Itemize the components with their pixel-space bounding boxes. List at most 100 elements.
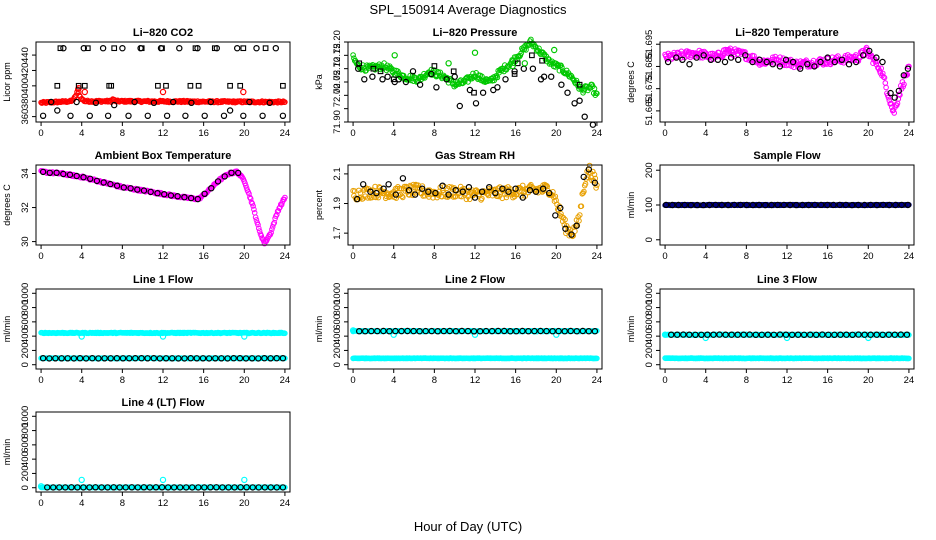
data-point xyxy=(513,328,520,335)
data-point xyxy=(230,355,237,362)
data-point xyxy=(728,331,735,338)
data-point xyxy=(855,201,862,209)
data-point xyxy=(70,355,78,362)
data-point xyxy=(734,331,741,338)
y-axis-label: percent xyxy=(314,189,324,220)
data-point xyxy=(56,484,63,491)
x-axis: 0 4 8 12 16 20 24 xyxy=(38,122,290,139)
data-point xyxy=(125,112,132,120)
data-point xyxy=(594,355,600,362)
data-point xyxy=(510,191,517,197)
data-point xyxy=(432,189,439,197)
data-point xyxy=(550,189,556,195)
data-point xyxy=(479,195,485,202)
y-tick-label: 0 xyxy=(20,485,31,490)
data-point xyxy=(507,328,514,335)
plot-frame xyxy=(35,41,291,123)
data-point xyxy=(471,331,479,338)
data-point xyxy=(46,355,53,362)
data-point xyxy=(459,188,466,195)
data-point xyxy=(464,327,472,335)
y-tick-label: 400 xyxy=(332,328,343,344)
data-point xyxy=(226,107,234,114)
data-point xyxy=(192,45,199,52)
data-point xyxy=(786,201,794,209)
data-point xyxy=(860,52,867,59)
data-point xyxy=(53,169,60,176)
data-point xyxy=(529,52,535,59)
data-point xyxy=(486,183,493,191)
data-point xyxy=(282,194,288,201)
data-point xyxy=(60,170,67,178)
y-tick-label: 0 xyxy=(644,362,655,367)
y-tick-label: 0 xyxy=(20,362,31,367)
data-point xyxy=(68,484,75,491)
data-point xyxy=(471,49,479,56)
x-tick-label: 12 xyxy=(158,128,169,139)
data-point xyxy=(700,201,707,209)
data-point xyxy=(256,228,263,234)
data-point xyxy=(576,218,582,224)
data-point xyxy=(674,331,681,338)
data-point xyxy=(241,333,248,340)
data-point xyxy=(66,171,74,178)
series-avg xyxy=(668,331,911,338)
data-point xyxy=(579,327,587,335)
y-tick-label: 51.695 xyxy=(644,30,655,59)
data-point xyxy=(282,99,288,105)
data-point xyxy=(557,204,564,212)
data-point xyxy=(279,484,287,491)
series-avg xyxy=(44,484,287,491)
data-point xyxy=(434,328,441,335)
data-point xyxy=(147,188,154,196)
data-point xyxy=(756,56,763,64)
x-tick-label: 0 xyxy=(350,251,355,262)
data-point xyxy=(175,355,182,362)
data-point xyxy=(268,229,274,236)
data-point xyxy=(409,68,417,75)
data-point xyxy=(425,188,432,195)
y-tick-label: 200 xyxy=(644,162,655,178)
data-point xyxy=(390,331,397,338)
data-point xyxy=(805,201,812,209)
data-point xyxy=(428,70,435,78)
data-point xyxy=(237,82,244,89)
data-point xyxy=(122,484,129,491)
x-axis: 0 4 8 12 16 20 24 xyxy=(38,492,290,509)
data-point xyxy=(80,484,87,491)
data-point xyxy=(679,56,686,64)
data-point xyxy=(410,327,417,335)
panel-title: Li−820 Pressure xyxy=(433,27,518,39)
data-point xyxy=(887,89,894,97)
series-minute xyxy=(75,84,247,96)
data-point xyxy=(450,68,457,75)
data-point xyxy=(824,201,831,209)
y-tick-label: 400 xyxy=(644,328,655,344)
y-tick-label: 30 xyxy=(20,236,31,247)
data-point xyxy=(162,355,170,362)
data-point xyxy=(568,231,575,238)
data-point xyxy=(104,112,112,120)
data-point xyxy=(163,112,171,120)
data-point xyxy=(577,212,583,218)
data-point xyxy=(488,327,496,335)
x-tick-label: 0 xyxy=(350,375,355,386)
y-tick-label: 200 xyxy=(20,342,31,358)
data-point xyxy=(150,355,157,362)
x-axis: 0 4 8 12 16 20 24 xyxy=(38,369,290,386)
data-point xyxy=(218,355,225,362)
data-point xyxy=(199,355,207,362)
series-minute xyxy=(37,476,248,490)
y-tick-label: 1.9 xyxy=(332,197,343,210)
data-point xyxy=(505,188,512,195)
x-tick-label: 20 xyxy=(239,375,250,386)
data-point xyxy=(373,189,380,197)
data-point xyxy=(168,355,176,362)
x-tick-label: 8 xyxy=(120,251,125,262)
panel-title: Li−820 CO2 xyxy=(133,27,193,39)
data-point xyxy=(156,355,164,362)
x-tick-label: 4 xyxy=(79,251,84,262)
y-axis-label: ml/min xyxy=(626,316,636,343)
